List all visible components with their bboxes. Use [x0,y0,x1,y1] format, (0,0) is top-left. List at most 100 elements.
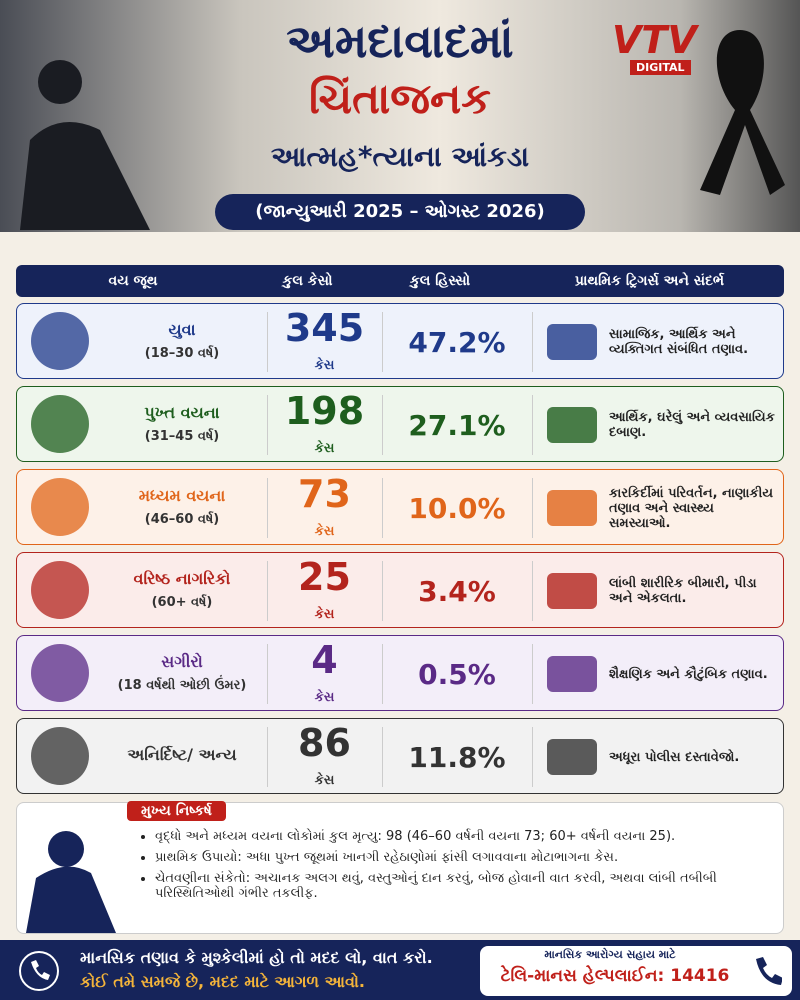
case-count: 25 [298,555,351,599]
share: 11.8% [408,741,506,774]
age-range: (18 વર્ષથી ઓછી ઉંમર) [117,678,247,693]
findings-title: મુખ્ય નિષ્કર્ષ [127,801,226,821]
share: 27.1% [408,409,506,442]
phone-icon [19,951,59,991]
sad-figure [26,831,116,933]
group-name: વરિષ્ઠ નાગરિકો [133,569,231,588]
age-range: (60+ વર્ષ) [151,595,213,610]
group-name: યુવા [168,320,196,339]
case-unit: કેસ [314,524,335,539]
group-name: સગીરો [161,652,203,671]
title-line: આત્મહ*ત્યાના આંકડા [270,140,530,173]
finding: ચેતવણીના સંકેતો: અચાનક અલગ થવું, વસ્તુઓન… [155,871,777,901]
avatar [31,478,89,536]
avatar [31,644,89,702]
trigger-icon [547,324,597,360]
table-row: પુખ્ત વયના (31–45 વર્ષ) 198 કેસ 27.1% આર્થિક,… [16,386,784,462]
avatar [31,312,89,370]
separator [382,312,383,372]
header-cell: પ્રાથમિક ટ્રિગર્સ અને સંદર્ભ [574,273,725,289]
separator [382,478,383,538]
share: 0.5% [418,658,496,691]
case-count: 4 [311,638,338,682]
separator [382,727,383,787]
share: 3.4% [418,575,496,608]
header-cell: કુલ હિસ્સો [409,273,471,289]
separator [267,395,268,455]
table-row: વરિષ્ઠ નાગરિકો (60+ વર્ષ) 25 કેસ 3.4% લાંબી શ… [16,552,784,628]
table-row: અનિર્દિષ્ટ/ અન્ય 86 કેસ 11.8% અધૂરા પોલીસ દસ… [16,718,784,794]
findings-list: વૃદ્ધો અને મધ્યમ વયના લોકોમાં કુલ મૃત્યુ… [137,829,777,907]
subtitle: (જાન્યુઆરી 2025 – ઓગસ્ટ 2026) [215,194,585,230]
case-count: 73 [298,472,351,516]
age-range: (46–60 વર્ષ) [144,512,220,527]
separator [267,561,268,621]
group-name: પુખ્ત વયના [144,403,220,422]
findings-box: મુખ્ય નિષ્કર્ષ વૃદ્ધો અને મધ્યમ વયના લોક… [16,801,784,934]
avatar [31,561,89,619]
helpline-box [480,946,792,996]
group-name: મધ્યમ વયના [138,486,226,505]
case-count: 198 [284,389,365,433]
trigger-text: કારકિર્દીમાં પરિવર્તન, નાણાકીય તણાવ અને … [609,485,773,531]
age-range: (18–30 વર્ષ) [144,346,220,361]
case-unit: કેસ [314,441,335,456]
table-row: યુવા (18–30 વર્ષ) 345 કેસ 47.2% સામાજિક, આર્થ… [16,303,784,379]
trigger-icon [547,407,597,443]
case-unit: કેસ [314,358,335,373]
footer-line: કોઈ તમે સમજે છે, મદદ માટે આગળ આવો. [80,972,366,991]
case-unit: કેસ [314,690,335,705]
header-cell: વય જૂથ [108,273,158,289]
case-unit: કેસ [314,773,335,788]
separator [382,561,383,621]
title-line: ચિંતાજનક [309,74,491,123]
group-name: અનિર્દિષ્ટ/ અન્ય [127,745,237,764]
trigger-text: લાંબી શારીરિક બીમારી, પીડા અને એકલતા. [609,576,757,606]
header-background [0,0,800,232]
trigger-text: સામાજિક, આર્થિક અને વ્યક્તિગત સંબંધિત તણ… [609,327,749,357]
age-range: (31–45 વર્ષ) [144,429,220,444]
trigger-text: અધૂરા પોલીસ દસ્તાવેજો. [609,749,740,765]
header-cell: કુલ કેસો [282,273,333,289]
separator [532,727,533,787]
case-unit: કેસ [314,607,335,622]
logo: VTV [612,18,697,62]
trigger-text: શૈક્ષણિક અને કૌટુંબિક તણાવ. [609,666,768,682]
footer-line: માનસિક તણાવ કે મુશ્કેલીમાં હો તો મદદ લો,… [80,948,433,967]
separator [532,561,533,621]
separator [532,312,533,372]
helpline-label: માનસિક આરોગ્ય સહાય માટે [544,948,676,961]
finding: પ્રાથમિક ઉપાયો: અધા પુખ્ત જૂથમાં ખાનગી ર… [155,850,777,865]
case-count: 86 [298,721,351,765]
table-row: મધ્યમ વયના (46–60 વર્ષ) 73 કેસ 10.0% કારકિર્દ… [16,469,784,545]
finding: વૃદ્ધો અને મધ્યમ વયના લોકોમાં કુલ મૃત્યુ… [155,829,777,844]
trigger-icon [547,656,597,692]
separator [267,644,268,704]
helpline: ટેલિ-માનસ હેલ્પલાઈન: 14416 [500,966,730,986]
avatar [31,395,89,453]
trigger-icon [547,573,597,609]
title-line: અમદાવાદમાં [286,14,514,68]
trigger-text: આર્થિક, ઘરેલું અને વ્યવસાયિક દબાણ. [609,410,775,440]
separator [532,395,533,455]
separator [267,478,268,538]
separator [382,644,383,704]
separator [382,395,383,455]
trigger-icon [547,490,597,526]
ribbon [700,30,785,195]
share: 47.2% [408,326,506,359]
separator [267,312,268,372]
case-count: 345 [284,306,365,350]
avatar [31,727,89,785]
separator [267,727,268,787]
phone-icon [756,957,782,985]
separator [532,478,533,538]
logo-sub: DIGITAL [630,60,691,75]
table-row: સગીરો (18 વર્ષથી ઓછી ઉંમર) 4 કેસ 0.5% શૈક્ષણિ… [16,635,784,711]
table-header: વય જૂથ કુલ કેસો કુલ હિસ્સો પ્રાથમિક ટ્રિ… [16,265,784,297]
sad-figure [20,60,150,230]
separator [532,644,533,704]
trigger-icon [547,739,597,775]
share: 10.0% [408,492,506,525]
